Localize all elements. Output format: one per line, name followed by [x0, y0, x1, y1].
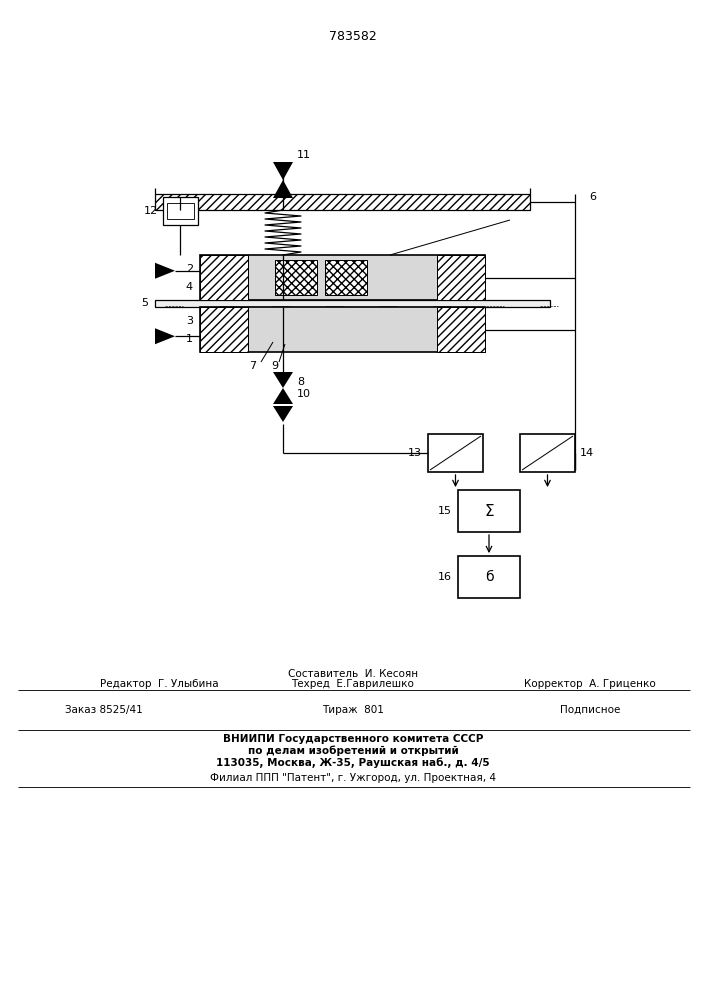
- Text: 15: 15: [438, 506, 452, 516]
- Text: 113035, Москва, Ж-35, Раушская наб., д. 4/5: 113035, Москва, Ж-35, Раушская наб., д. …: [216, 758, 490, 768]
- Bar: [163, 197, 198, 225]
- Text: 6: 6: [589, 192, 596, 202]
- Text: по делам изобретений и открытий: по делам изобретений и открытий: [247, 746, 458, 756]
- Text: 10: 10: [297, 389, 311, 399]
- Text: 5: 5: [141, 298, 148, 308]
- Text: 1: 1: [186, 334, 193, 344]
- Polygon shape: [273, 180, 293, 198]
- Bar: [458, 490, 520, 532]
- Polygon shape: [273, 162, 293, 180]
- Text: 14: 14: [580, 448, 594, 458]
- Bar: [428, 434, 483, 472]
- Text: 3: 3: [186, 316, 193, 326]
- Bar: [200, 255, 485, 300]
- Text: Σ: Σ: [484, 504, 493, 518]
- Text: 8: 8: [297, 377, 304, 387]
- Text: Заказ 8525/41: Заказ 8525/41: [65, 705, 143, 715]
- Polygon shape: [273, 388, 293, 404]
- Text: 7: 7: [250, 361, 257, 371]
- Bar: [437, 255, 485, 300]
- Bar: [155, 300, 550, 307]
- Text: 2: 2: [186, 263, 193, 273]
- Polygon shape: [155, 263, 175, 279]
- Text: Корректор  А. Гриценко: Корректор А. Гриценко: [524, 679, 656, 689]
- Bar: [200, 307, 485, 352]
- Bar: [200, 255, 248, 300]
- Polygon shape: [273, 406, 293, 422]
- Text: Тираж  801: Тираж 801: [322, 705, 384, 715]
- Polygon shape: [273, 372, 293, 388]
- Text: Редактор  Г. Улыбина: Редактор Г. Улыбина: [100, 679, 218, 689]
- Polygon shape: [155, 328, 175, 344]
- Text: 9: 9: [271, 361, 279, 371]
- Bar: [200, 307, 248, 352]
- Text: 13: 13: [408, 448, 422, 458]
- Text: 16: 16: [438, 572, 452, 582]
- Text: Составитель  И. Кесоян: Составитель И. Кесоян: [288, 669, 418, 679]
- Bar: [167, 203, 194, 219]
- Text: Филиал ППП "Патент", г. Ужгород, ул. Проектная, 4: Филиал ППП "Патент", г. Ужгород, ул. Про…: [210, 773, 496, 783]
- Bar: [458, 556, 520, 598]
- Bar: [275, 260, 317, 295]
- Bar: [437, 307, 485, 352]
- Text: Техред  Е.Гаврилешко: Техред Е.Гаврилешко: [291, 679, 414, 689]
- Text: 783582: 783582: [329, 30, 377, 43]
- Bar: [325, 260, 367, 295]
- Bar: [155, 194, 530, 210]
- Text: б: б: [485, 570, 493, 584]
- Text: Подписное: Подписное: [560, 705, 620, 715]
- Text: 4: 4: [186, 282, 193, 292]
- Bar: [520, 434, 575, 472]
- Text: 12: 12: [144, 206, 158, 216]
- Text: 11: 11: [297, 150, 311, 160]
- Text: ВНИИПИ Государственного комитета СССР: ВНИИПИ Государственного комитета СССР: [223, 734, 483, 744]
